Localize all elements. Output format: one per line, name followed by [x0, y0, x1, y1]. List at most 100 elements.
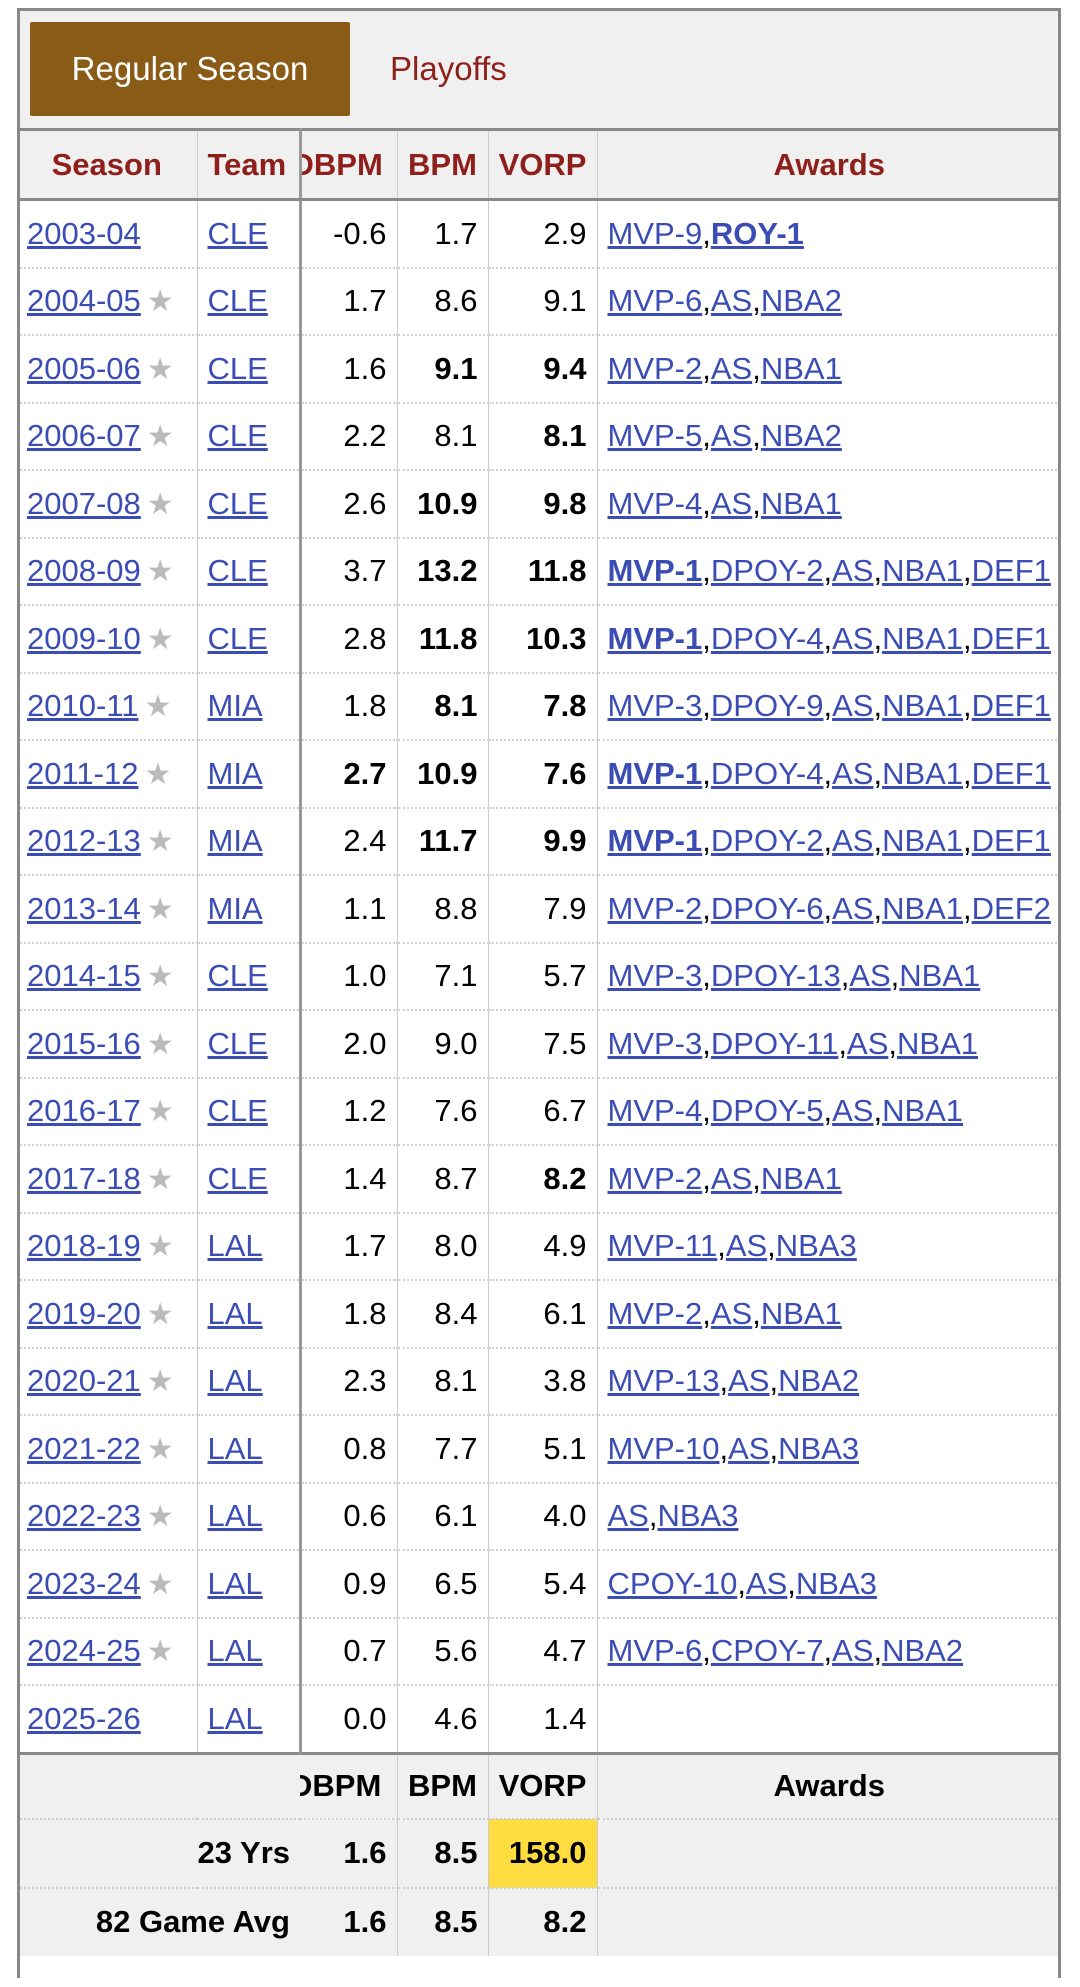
award-link[interactable]: AS	[832, 1633, 874, 1669]
season-link[interactable]: 2008-09	[27, 553, 141, 589]
award-link[interactable]: NBA3	[775, 1228, 857, 1264]
award-link[interactable]: AS	[710, 418, 753, 454]
award-link[interactable]: AS	[710, 485, 753, 521]
award-link[interactable]: NBA2	[760, 283, 842, 319]
award-link[interactable]: NBA1	[897, 1025, 978, 1061]
award-link[interactable]: NBA1	[882, 823, 964, 859]
season-link[interactable]: 2020-21	[27, 1363, 141, 1399]
award-link[interactable]: DEF1	[971, 823, 1051, 859]
team-link[interactable]: LAL	[207, 1633, 263, 1669]
team-link[interactable]: LAL	[207, 1363, 263, 1399]
team-link[interactable]: CLE	[207, 1025, 268, 1061]
award-link[interactable]: MVP-5	[607, 418, 703, 454]
column-header-bpm[interactable]: BPM	[396, 128, 489, 201]
award-link[interactable]: DPOY-2	[710, 823, 824, 859]
award-link[interactable]: NBA1	[882, 688, 964, 724]
season-link[interactable]: 2005-06	[27, 350, 141, 386]
award-link[interactable]: AS	[710, 283, 753, 319]
season-link[interactable]: 2021-22	[27, 1430, 141, 1466]
season-link[interactable]: 2006-07	[27, 418, 141, 454]
award-link[interactable]: DPOY-6	[710, 890, 824, 926]
team-link[interactable]: CLE	[207, 958, 268, 994]
season-link[interactable]: 2011-12	[27, 755, 139, 791]
award-link[interactable]: AS	[728, 1430, 770, 1466]
award-link[interactable]: DPOY-4	[710, 620, 824, 656]
column-header-dbpm[interactable]: DBPM	[300, 128, 397, 201]
season-link[interactable]: 2009-10	[27, 620, 141, 656]
team-link[interactable]: LAL	[207, 1498, 263, 1534]
season-link[interactable]: 2012-13	[27, 823, 141, 859]
season-link[interactable]: 2007-08	[27, 485, 141, 521]
team-link[interactable]: CLE	[207, 553, 268, 589]
team-link[interactable]: CLE	[207, 485, 268, 521]
season-link[interactable]: 2015-16	[27, 1025, 141, 1061]
award-link[interactable]: AS	[832, 1093, 874, 1129]
team-link[interactable]: CLE	[207, 350, 268, 386]
award-link[interactable]: AS	[725, 1228, 768, 1264]
award-link[interactable]: AS	[832, 688, 874, 724]
award-link[interactable]: AS	[832, 620, 874, 656]
award-link[interactable]: MVP-13	[607, 1363, 720, 1399]
award-link[interactable]: MVP-3	[607, 1025, 703, 1061]
season-link[interactable]: 2018-19	[27, 1228, 141, 1264]
award-link[interactable]: AS	[728, 1363, 770, 1399]
season-link[interactable]: 2025-26	[27, 1700, 141, 1736]
column-header-team[interactable]: Team	[196, 128, 302, 201]
award-link[interactable]: NBA1	[882, 553, 964, 589]
award-link[interactable]: MVP-1	[607, 755, 703, 791]
award-link[interactable]: AS	[745, 1565, 788, 1601]
season-link[interactable]: 2024-25	[27, 1633, 141, 1669]
tab-playoffs[interactable]: Playoffs	[390, 50, 507, 87]
award-link[interactable]: MVP-2	[607, 1160, 703, 1196]
award-link[interactable]: MVP-2	[607, 350, 703, 386]
award-link[interactable]: AS	[832, 553, 874, 589]
team-link[interactable]: CLE	[207, 283, 268, 319]
season-link[interactable]: 2013-14	[27, 890, 141, 926]
award-link[interactable]: NBA1	[882, 890, 964, 926]
column-header-vorp[interactable]: VORP	[488, 128, 598, 201]
award-link[interactable]: DPOY-2	[710, 553, 824, 589]
column-header-season[interactable]: Season	[17, 128, 197, 201]
award-link[interactable]: NBA3	[795, 1565, 877, 1601]
award-link[interactable]: AS	[847, 1025, 889, 1061]
team-link[interactable]: LAL	[207, 1565, 263, 1601]
team-link[interactable]: CLE	[207, 620, 268, 656]
award-link[interactable]: DPOY-5	[710, 1093, 824, 1129]
award-link[interactable]: MVP-4	[607, 1093, 703, 1129]
award-link[interactable]: DEF1	[971, 553, 1051, 589]
award-link[interactable]: NBA2	[760, 418, 842, 454]
award-link[interactable]: NBA1	[882, 620, 964, 656]
award-link[interactable]: NBA3	[657, 1498, 739, 1534]
season-link[interactable]: 2004-05	[27, 283, 141, 319]
award-link[interactable]: MVP-3	[607, 688, 703, 724]
award-link[interactable]: AS	[832, 823, 874, 859]
season-link[interactable]: 2023-24	[27, 1565, 141, 1601]
award-link[interactable]: AS	[832, 890, 874, 926]
award-link[interactable]: NBA3	[778, 1430, 860, 1466]
award-link[interactable]: MVP-11	[607, 1228, 718, 1264]
award-link[interactable]: MVP-3	[607, 958, 703, 994]
award-link[interactable]: MVP-4	[607, 485, 703, 521]
award-link[interactable]: DEF2	[971, 890, 1051, 926]
award-link[interactable]: MVP-1	[607, 620, 703, 656]
season-link[interactable]: 2022-23	[27, 1498, 141, 1534]
award-link[interactable]: AS	[710, 1295, 753, 1331]
award-link[interactable]: MVP-6	[607, 283, 703, 319]
award-link[interactable]: NBA2	[882, 1633, 964, 1669]
team-link[interactable]: CLE	[207, 215, 268, 251]
team-link[interactable]: MIA	[207, 688, 263, 724]
award-link[interactable]: NBA1	[760, 350, 842, 386]
team-link[interactable]: MIA	[207, 755, 263, 791]
award-link[interactable]: NBA1	[760, 1160, 842, 1196]
column-header-awards[interactable]: Awards	[597, 128, 1061, 201]
award-link[interactable]: DPOY-11	[710, 1025, 839, 1061]
award-link[interactable]: MVP-2	[607, 1295, 703, 1331]
award-link[interactable]: MVP-1	[607, 823, 703, 859]
team-link[interactable]: MIA	[207, 823, 263, 859]
award-link[interactable]: CPOY-10	[607, 1565, 738, 1601]
season-link[interactable]: 2016-17	[27, 1093, 141, 1129]
award-link[interactable]: AS	[710, 1160, 753, 1196]
team-link[interactable]: CLE	[207, 1160, 268, 1196]
award-link[interactable]: CPOY-7	[710, 1633, 824, 1669]
award-link[interactable]: NBA1	[882, 755, 964, 791]
